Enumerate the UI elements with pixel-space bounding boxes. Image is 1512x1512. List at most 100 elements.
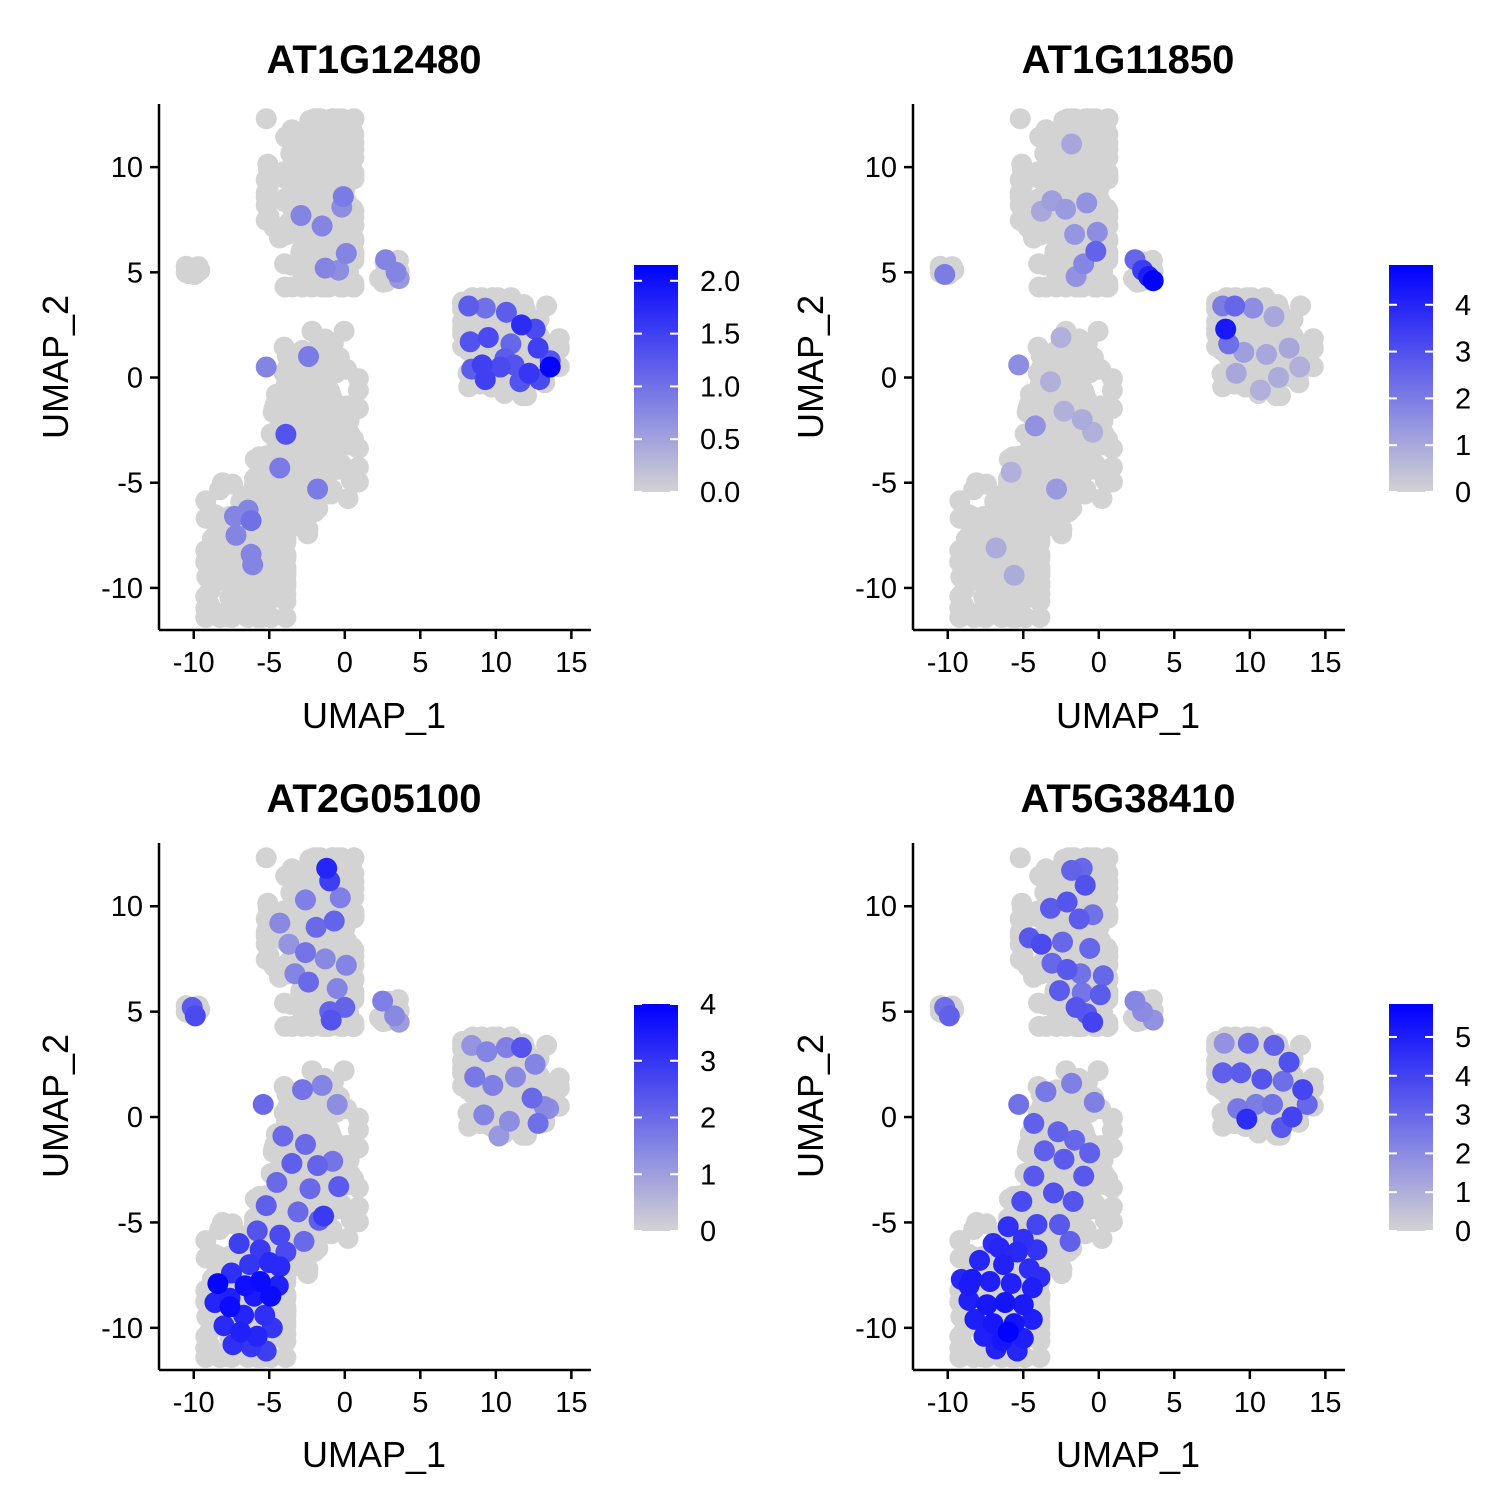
- legend-label: 4: [700, 989, 716, 1021]
- expressing-cell-point: [260, 1285, 282, 1307]
- cell-point: [1101, 1196, 1123, 1218]
- y-tick-label: -5: [871, 468, 897, 500]
- y-tick-label: 0: [127, 363, 143, 395]
- x-tick-label: 5: [1166, 647, 1182, 679]
- y-tick-label: 5: [127, 257, 143, 289]
- expressing-cell-point: [1064, 223, 1086, 245]
- legend-label: 1: [700, 1159, 716, 1191]
- y-tick-label: 0: [881, 363, 897, 395]
- cell-point: [311, 161, 333, 183]
- y-tick-label: -10: [101, 573, 143, 605]
- panel-title: AT1G12480: [267, 38, 482, 82]
- expressing-cell-point: [1086, 221, 1108, 243]
- expressing-cell-point: [1263, 306, 1285, 327]
- cell-point: [1028, 1015, 1050, 1037]
- cell-point: [1009, 847, 1031, 869]
- expressing-cell-point: [298, 971, 319, 993]
- x-tick-label: 5: [412, 1387, 428, 1419]
- expressing-cell-point: [326, 978, 348, 999]
- expressing-cell-point: [511, 314, 532, 336]
- cell-point: [255, 847, 277, 869]
- y-tick-label: 10: [111, 152, 143, 184]
- x-tick-label: -10: [173, 1387, 215, 1419]
- expressing-cell-point: [314, 948, 336, 970]
- cell-point: [347, 456, 369, 478]
- expressing-cell-point: [269, 912, 291, 934]
- cell-point: [281, 387, 303, 409]
- cell-point: [949, 490, 971, 512]
- legend-label: 1: [1455, 430, 1471, 462]
- expressing-cell-point: [332, 186, 354, 208]
- expressing-cell-point: [292, 1079, 313, 1101]
- expressing-cell-point: [482, 1074, 504, 1096]
- expressing-cell-point: [246, 1220, 268, 1242]
- x-tick-label: 0: [1091, 647, 1107, 679]
- y-tick-label: 5: [127, 997, 143, 1029]
- expressing-cell-point: [385, 261, 407, 283]
- expressing-cell-point: [240, 510, 262, 532]
- expressing-cell-point: [230, 1321, 252, 1343]
- legend-label: 0: [700, 1216, 716, 1248]
- expressing-cell-point: [313, 1205, 335, 1227]
- expressing-cell-point: [1249, 379, 1271, 401]
- legend-label: 3: [1455, 337, 1471, 369]
- cell-point: [275, 865, 297, 887]
- cell-point: [286, 443, 308, 464]
- cell-point: [1097, 124, 1119, 145]
- x-tick-label: 10: [480, 647, 512, 679]
- cell-point: [343, 863, 365, 884]
- expressing-cell-point: [184, 1005, 206, 1027]
- expressing-cell-point: [295, 889, 316, 911]
- cell-point: [322, 108, 344, 130]
- y-tick-label: 10: [865, 152, 897, 184]
- expressing-cell-point: [269, 1256, 291, 1278]
- legend-label: 4: [1455, 290, 1471, 322]
- expressing-cell-point: [539, 356, 561, 378]
- cell-point: [1087, 1060, 1109, 1082]
- expressing-cell-point: [524, 1053, 546, 1075]
- expressing-cell-point: [1225, 362, 1247, 384]
- x-axis-title: UMAP_1: [302, 1434, 446, 1475]
- expressing-cell-point: [314, 257, 336, 279]
- expressing-cell-point: [207, 1273, 229, 1295]
- cell-point: [221, 606, 243, 628]
- expressing-cell-point: [1050, 327, 1072, 348]
- expressing-cell-point: [1053, 400, 1075, 422]
- expressing-cell-point: [474, 369, 496, 391]
- cell-point: [1097, 863, 1119, 884]
- cell-point: [343, 162, 365, 184]
- cell-point: [195, 1230, 217, 1251]
- cell-point: [969, 523, 991, 545]
- panel-title: AT1G11850: [1022, 38, 1235, 82]
- cell-point: [1038, 343, 1059, 365]
- x-tick-label: 0: [337, 1387, 353, 1419]
- x-tick-label: 0: [337, 647, 353, 679]
- legend-label: 0.5: [700, 424, 740, 456]
- legend-label: 2: [700, 1103, 716, 1135]
- expressing-cell-point: [521, 1087, 543, 1109]
- cell-point: [283, 221, 305, 243]
- expressing-cell-point: [320, 1009, 342, 1031]
- expressing-cell-point: [335, 954, 357, 976]
- expressing-cell-point: [1000, 461, 1022, 483]
- expressing-cell-point: [242, 554, 264, 576]
- cell-point: [322, 338, 344, 360]
- cell-point: [1011, 158, 1033, 180]
- cell-point: [1014, 606, 1035, 628]
- expressing-cell-point: [323, 910, 345, 932]
- legend-label: 0: [1455, 477, 1471, 509]
- legend-label: 1.0: [700, 371, 740, 403]
- cell-point: [1029, 865, 1051, 887]
- expressing-cell-point: [295, 942, 316, 964]
- expressing-cell-point: [1008, 354, 1030, 376]
- y-tick-label: -10: [101, 1313, 143, 1345]
- cell-point: [985, 496, 1007, 518]
- expressing-cell-point: [1076, 192, 1098, 214]
- expressing-cell-point: [511, 1037, 532, 1058]
- expressing-cell-point: [934, 263, 956, 285]
- x-tick-label: 15: [1309, 647, 1341, 679]
- expressing-cell-point: [1278, 337, 1300, 359]
- cell-point: [1022, 572, 1044, 594]
- y-axis-title: UMAP_2: [790, 1034, 831, 1178]
